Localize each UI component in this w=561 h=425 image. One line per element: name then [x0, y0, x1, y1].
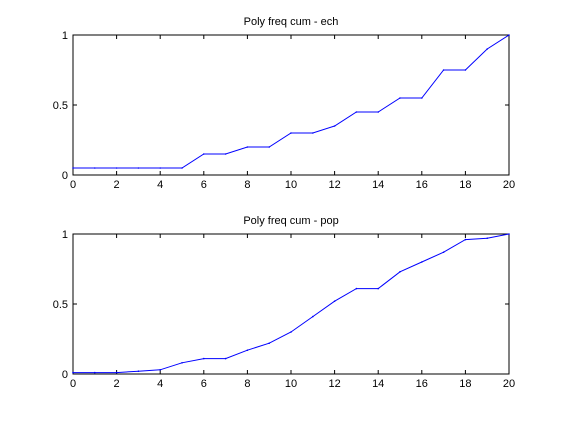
data-point	[290, 132, 292, 134]
data-point	[268, 342, 270, 344]
data-point	[181, 167, 183, 169]
data-point	[203, 358, 205, 360]
data-point	[94, 372, 96, 374]
y-tick-label: 0	[62, 369, 68, 381]
axes-box	[73, 35, 509, 175]
data-point	[138, 370, 140, 372]
x-tick-label: 20	[503, 378, 515, 390]
data-point	[377, 288, 379, 290]
data-point	[225, 358, 227, 360]
data-point	[159, 369, 161, 371]
data-point	[356, 288, 358, 290]
x-tick-label: 18	[459, 179, 471, 191]
data-point	[377, 111, 379, 113]
x-tick-label: 10	[285, 378, 297, 390]
data-point	[94, 167, 96, 169]
x-tick-label: 12	[328, 179, 340, 191]
data-point	[443, 251, 445, 253]
x-tick-label: 2	[114, 179, 120, 191]
x-tick-label: 20	[503, 179, 515, 191]
data-point	[268, 146, 270, 148]
data-point	[465, 69, 467, 71]
subplot-1: Poly freq cum - ech 0 2 4 6 8 10 12 14 16 18 20 0 0.5…	[53, 16, 515, 191]
data-point	[290, 331, 292, 333]
data-point	[72, 167, 74, 169]
y-tick-label: 1	[62, 229, 68, 241]
data-point	[72, 372, 74, 374]
data-point	[247, 146, 249, 148]
y-tick-label: 0.5	[53, 100, 68, 112]
data-point	[486, 237, 488, 239]
chart-title: Poly freq cum - pop	[243, 215, 338, 227]
data-point	[159, 167, 161, 169]
data-point	[421, 97, 423, 99]
x-tick-label: 2	[114, 378, 120, 390]
x-tick-label: 0	[70, 378, 76, 390]
data-point	[443, 69, 445, 71]
data-point	[181, 362, 183, 364]
x-tick-label: 8	[244, 179, 250, 191]
x-tick-label: 10	[285, 179, 297, 191]
y-tick-label: 1	[62, 30, 68, 42]
data-point	[312, 132, 314, 134]
y-tick-label: 0.5	[53, 299, 68, 311]
chart-title: Poly freq cum - ech	[244, 16, 339, 28]
data-point	[421, 261, 423, 263]
x-tick-label: 14	[372, 378, 384, 390]
data-point	[116, 167, 118, 169]
x-tick-label: 6	[201, 378, 207, 390]
data-point	[486, 48, 488, 50]
x-tick-label: 4	[157, 179, 163, 191]
data-point	[334, 300, 336, 302]
x-tick-label: 12	[328, 378, 340, 390]
axes-box	[73, 234, 509, 374]
x-tick-label: 6	[201, 179, 207, 191]
data-point	[225, 153, 227, 155]
data-point	[399, 97, 401, 99]
data-point	[508, 34, 510, 36]
data-point	[356, 111, 358, 113]
x-tick-label: 8	[244, 378, 250, 390]
data-point	[247, 349, 249, 351]
x-tick-label: 4	[157, 378, 163, 390]
data-point	[203, 153, 205, 155]
x-tick-label: 18	[459, 378, 471, 390]
data-point	[116, 372, 118, 374]
data-point	[138, 167, 140, 169]
x-tick-label: 0	[70, 179, 76, 191]
data-point	[508, 233, 510, 235]
x-tick-label: 16	[416, 179, 428, 191]
data-point	[399, 271, 401, 273]
data-point	[465, 239, 467, 241]
x-tick-label: 16	[416, 378, 428, 390]
x-tick-label: 14	[372, 179, 384, 191]
subplot-2: Poly freq cum - pop 0 2 4 6 8 10 12 14 16 18 20 0 0.5…	[53, 215, 515, 390]
y-tick-label: 0	[62, 170, 68, 182]
data-point	[334, 125, 336, 127]
data-point	[312, 316, 314, 318]
